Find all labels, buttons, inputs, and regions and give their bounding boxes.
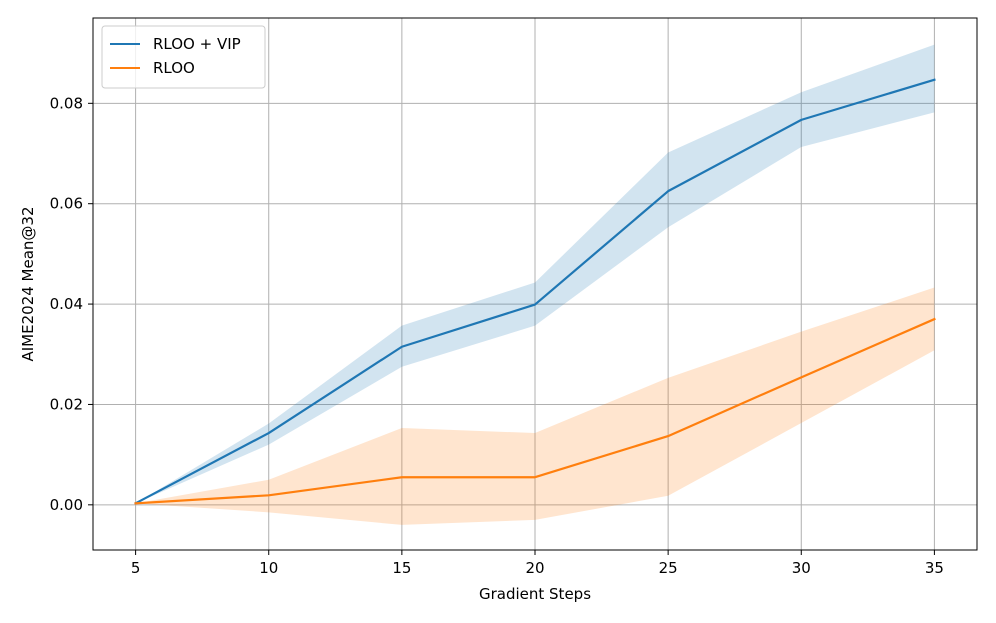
x-axis-ticks: 5 10 15 20 25 30 35 — [131, 550, 944, 577]
y-tick-label: 0.04 — [50, 295, 83, 313]
x-tick-label: 20 — [525, 559, 544, 577]
y-tick-label: 0.00 — [50, 496, 83, 514]
x-tick-label: 25 — [659, 559, 678, 577]
x-axis-label: Gradient Steps — [479, 585, 591, 603]
legend-box — [101, 25, 266, 89]
legend-label-rloo-vip: RLOO + VIP — [153, 35, 241, 53]
y-tick-label: 0.02 — [50, 395, 83, 413]
legend-label-rloo: RLOO — [153, 59, 195, 77]
x-tick-label: 15 — [392, 559, 411, 577]
x-tick-label: 5 — [131, 559, 141, 577]
x-tick-label: 30 — [792, 559, 811, 577]
legend: RLOO + VIP RLOO — [101, 25, 266, 89]
y-tick-label: 0.08 — [50, 94, 83, 112]
x-tick-label: 10 — [259, 559, 278, 577]
line-rloo — [134, 317, 936, 505]
x-tick-label: 35 — [925, 559, 944, 577]
y-axis-label: AIME2024 Mean@32 — [19, 206, 37, 361]
y-axis-ticks: 0.00 0.02 0.04 0.06 0.08 — [50, 94, 93, 514]
y-tick-label: 0.06 — [50, 195, 83, 213]
series-lines — [134, 78, 936, 505]
line-rloo-vip — [134, 78, 936, 505]
band-rloo — [135, 287, 935, 525]
